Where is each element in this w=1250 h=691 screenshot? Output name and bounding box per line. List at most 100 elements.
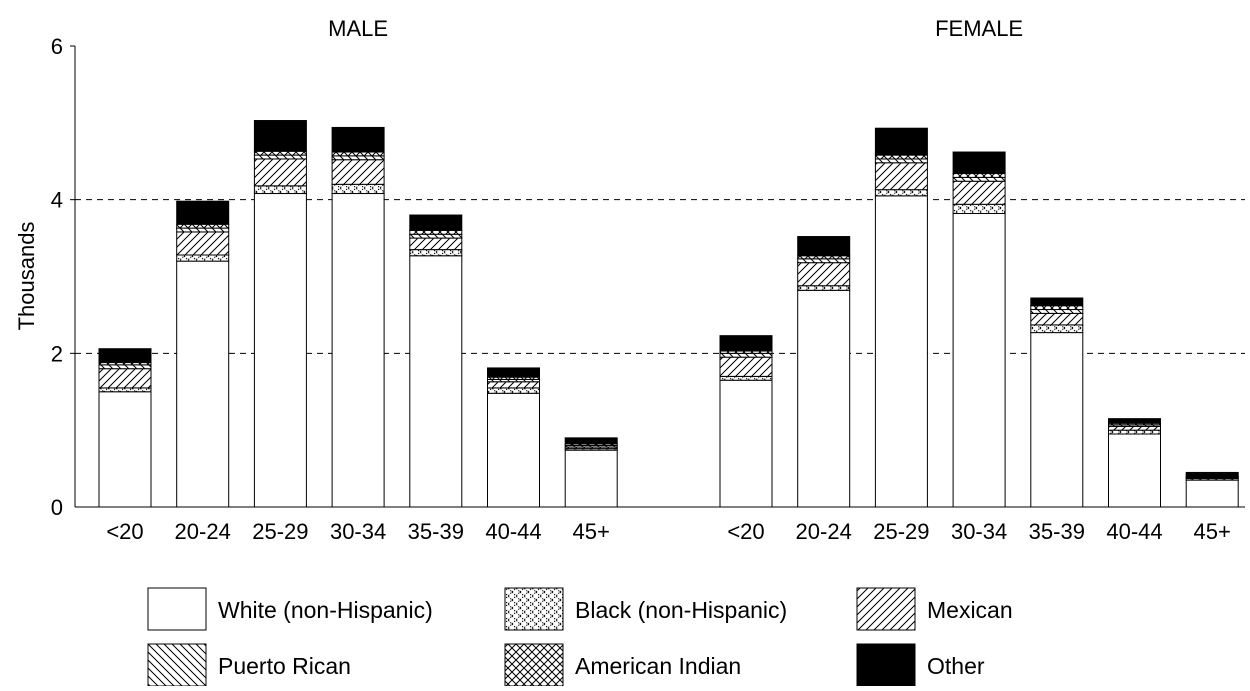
y-axis-label: Thousands xyxy=(14,222,39,331)
bar-segment-male-25-29-black-non-hispanic xyxy=(253,185,307,195)
x-tick-label: 35-39 xyxy=(1029,519,1085,544)
panel-title-female: FEMALE xyxy=(935,16,1023,41)
bar-segment-male-40-44-mexican xyxy=(487,381,540,389)
bar-segment-female-20-mexican xyxy=(719,356,773,377)
bar-segment-male-20-24-american-indian xyxy=(176,223,230,229)
bar-segment-male-35-39-black-non-hispanic xyxy=(409,249,463,257)
bar-segment-male-20-24-black-non-hispanic xyxy=(176,254,230,262)
bar-segment-female-30-34-puerto-rican xyxy=(952,176,1006,182)
bar-segment-female-25-29-american-indian xyxy=(874,154,928,160)
legend: White (non-Hispanic) Black (non-Hispanic)… xyxy=(147,587,1013,687)
bar-segment-male-45-other xyxy=(564,437,618,445)
legend-swatch-mexican xyxy=(856,587,916,631)
bar-segment-female-35-39-mexican xyxy=(1030,312,1084,326)
bar-segment-female-20-other xyxy=(719,335,773,352)
bar-segment-female-20-puerto-rican xyxy=(719,352,773,358)
bar-segment-male-25-29-mexican xyxy=(253,158,307,187)
legend-label-american-indian: American Indian xyxy=(575,653,741,679)
bar-segment-male-25-29-white-non-hispanic xyxy=(253,193,307,508)
bar-segment-male-30-34-american-indian xyxy=(331,151,385,157)
x-tick-label: 30-34 xyxy=(330,519,386,544)
bar-segment-male-30-34-puerto-rican xyxy=(331,155,385,161)
bar-segment-male-20-24-white-non-hispanic xyxy=(176,260,230,508)
bar-segment-male-25-29-other xyxy=(253,120,307,152)
bar-segment-male-40-44-other xyxy=(487,367,540,378)
y-tick-label: 0 xyxy=(51,495,63,520)
bar-segment-female-30-34-black-non-hispanic xyxy=(952,203,1006,214)
bar-segment-male-30-34-black-non-hispanic xyxy=(331,183,385,195)
bar-segment-female-35-39-black-non-hispanic xyxy=(1030,324,1084,334)
legend-swatch-american-indian xyxy=(504,643,564,687)
bar-segment-female-20-24-white-non-hispanic xyxy=(797,289,851,508)
x-tick-label: 20-24 xyxy=(796,519,852,544)
x-tick-label: 25-29 xyxy=(252,519,308,544)
bar-segment-male-45-white-non-hispanic xyxy=(564,449,618,508)
bar-segment-female-45-white-non-hispanic xyxy=(1185,479,1239,508)
bar-segment-female-40-44-mexican xyxy=(1108,425,1161,431)
bar-segment-male-20-24-puerto-rican xyxy=(176,227,230,233)
bar-segment-female-30-34-mexican xyxy=(952,180,1006,205)
legend-label-puerto-rican: Puerto Rican xyxy=(218,653,351,679)
bar-segment-male-20-24-mexican xyxy=(176,231,230,256)
x-tick-label: 40-44 xyxy=(1106,519,1162,544)
bar-segment-female-25-29-mexican xyxy=(874,162,928,191)
bar-segment-female-35-39-white-non-hispanic xyxy=(1030,332,1084,508)
legend-label-other: Other xyxy=(927,653,985,679)
bar-segment-female-25-29-other xyxy=(874,127,928,156)
bar-segment-female-35-39-other xyxy=(1030,297,1084,307)
legend-label-mexican: Mexican xyxy=(927,597,1013,623)
bar-segment-male-20-puerto-rican xyxy=(98,364,152,370)
bar-segment-female-20-24-black-non-hispanic xyxy=(797,285,851,291)
bar-segment-female-25-29-puerto-rican xyxy=(874,158,928,164)
y-tick-label: 4 xyxy=(51,188,63,213)
x-tick-label: 40-44 xyxy=(485,519,541,544)
x-tick-label: <20 xyxy=(727,519,764,544)
bar-segment-female-25-29-black-non-hispanic xyxy=(874,189,928,197)
bar-segment-female-35-39-puerto-rican xyxy=(1030,309,1084,314)
legend-swatch-other xyxy=(856,643,916,687)
bar-segment-female-20-white-non-hispanic xyxy=(719,379,773,508)
bar-segment-female-20-24-puerto-rican xyxy=(797,258,851,264)
legend-label-white-non-hispanic: White (non-Hispanic) xyxy=(218,597,433,623)
x-tick-label: 35-39 xyxy=(408,519,464,544)
bar-segment-female-40-44-white-non-hispanic xyxy=(1108,433,1161,508)
x-tick-label: <20 xyxy=(106,519,143,544)
bar-segment-male-30-34-white-non-hispanic xyxy=(331,193,385,508)
y-tick-label: 2 xyxy=(51,341,63,366)
bar-segment-female-30-34-american-indian xyxy=(952,173,1006,178)
bar-segment-male-35-39-american-indian xyxy=(409,229,463,235)
bar-segment-male-25-29-american-indian xyxy=(253,150,307,156)
bar-segment-female-30-34-white-non-hispanic xyxy=(952,212,1006,508)
bar-segment-male-35-39-white-non-hispanic xyxy=(409,255,463,508)
legend-swatch-puerto-rican xyxy=(147,643,207,687)
bar-segment-male-20-other xyxy=(98,348,152,364)
bar-segment-female-35-39-american-indian xyxy=(1030,305,1084,311)
bar-segment-male-20-black-non-hispanic xyxy=(98,387,152,393)
legend-label-black-non-hispanic: Black (non-Hispanic) xyxy=(575,597,787,623)
x-tick-label: 45+ xyxy=(573,519,610,544)
bar-segment-male-35-39-other xyxy=(409,214,463,231)
bar-segment-male-30-34-other xyxy=(331,126,385,153)
bar-segment-female-20-24-mexican xyxy=(797,262,851,287)
bar-segment-male-20-white-non-hispanic xyxy=(98,391,152,508)
x-tick-label: 20-24 xyxy=(175,519,231,544)
bar-segment-female-40-44-black-non-hispanic xyxy=(1108,429,1161,435)
bar-segment-female-25-29-white-non-hispanic xyxy=(874,195,928,508)
bar-segment-female-20-black-non-hispanic xyxy=(719,375,773,381)
y-tick-label: 6 xyxy=(51,34,63,59)
x-tick-label: 25-29 xyxy=(873,519,929,544)
bar-segment-male-35-39-puerto-rican xyxy=(409,233,463,239)
bar-segment-male-20-mexican xyxy=(98,368,152,389)
x-tick-label: 30-34 xyxy=(951,519,1007,544)
bar-segment-male-30-34-mexican xyxy=(331,159,385,185)
x-tick-label: 45+ xyxy=(1194,519,1231,544)
bar-segment-female-20-24-other xyxy=(797,236,851,257)
bar-segment-male-40-44-black-non-hispanic xyxy=(487,387,540,394)
bar-segment-male-40-44-white-non-hispanic xyxy=(487,392,540,508)
legend-swatch-black-non-hispanic xyxy=(504,587,564,631)
panel-title-male: MALE xyxy=(328,16,388,41)
bar-segment-female-40-44-other xyxy=(1108,418,1161,424)
bar-segment-male-20-24-other xyxy=(176,200,230,225)
